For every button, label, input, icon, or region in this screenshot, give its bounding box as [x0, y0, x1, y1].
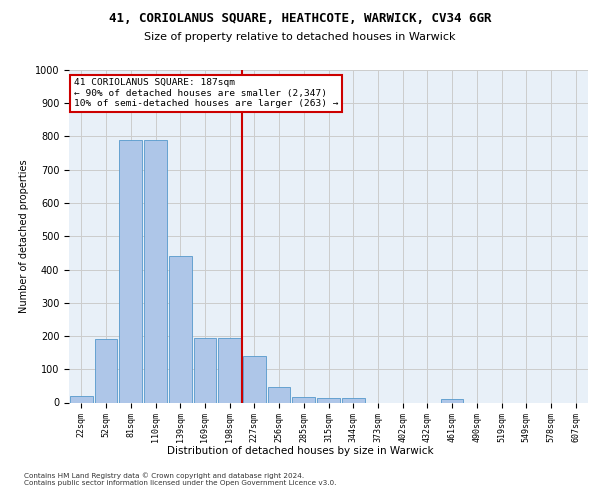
Bar — [95, 340, 118, 402]
Bar — [70, 396, 93, 402]
Bar — [144, 140, 167, 402]
Text: 41 CORIOLANUS SQUARE: 187sqm
← 90% of detached houses are smaller (2,347)
10% of: 41 CORIOLANUS SQUARE: 187sqm ← 90% of de… — [74, 78, 338, 108]
Bar — [292, 396, 315, 402]
Bar — [218, 338, 241, 402]
Text: Size of property relative to detached houses in Warwick: Size of property relative to detached ho… — [144, 32, 456, 42]
Bar — [194, 338, 216, 402]
Y-axis label: Number of detached properties: Number of detached properties — [19, 160, 29, 313]
Text: Contains HM Land Registry data © Crown copyright and database right 2024.
Contai: Contains HM Land Registry data © Crown c… — [24, 472, 337, 486]
Bar — [243, 356, 266, 403]
Text: 41, CORIOLANUS SQUARE, HEATHCOTE, WARWICK, CV34 6GR: 41, CORIOLANUS SQUARE, HEATHCOTE, WARWIC… — [109, 12, 491, 26]
Text: Distribution of detached houses by size in Warwick: Distribution of detached houses by size … — [167, 446, 433, 456]
Bar — [268, 386, 290, 402]
Bar — [169, 256, 191, 402]
Bar — [441, 399, 463, 402]
Bar — [119, 140, 142, 402]
Bar — [317, 398, 340, 402]
Bar — [342, 398, 365, 402]
